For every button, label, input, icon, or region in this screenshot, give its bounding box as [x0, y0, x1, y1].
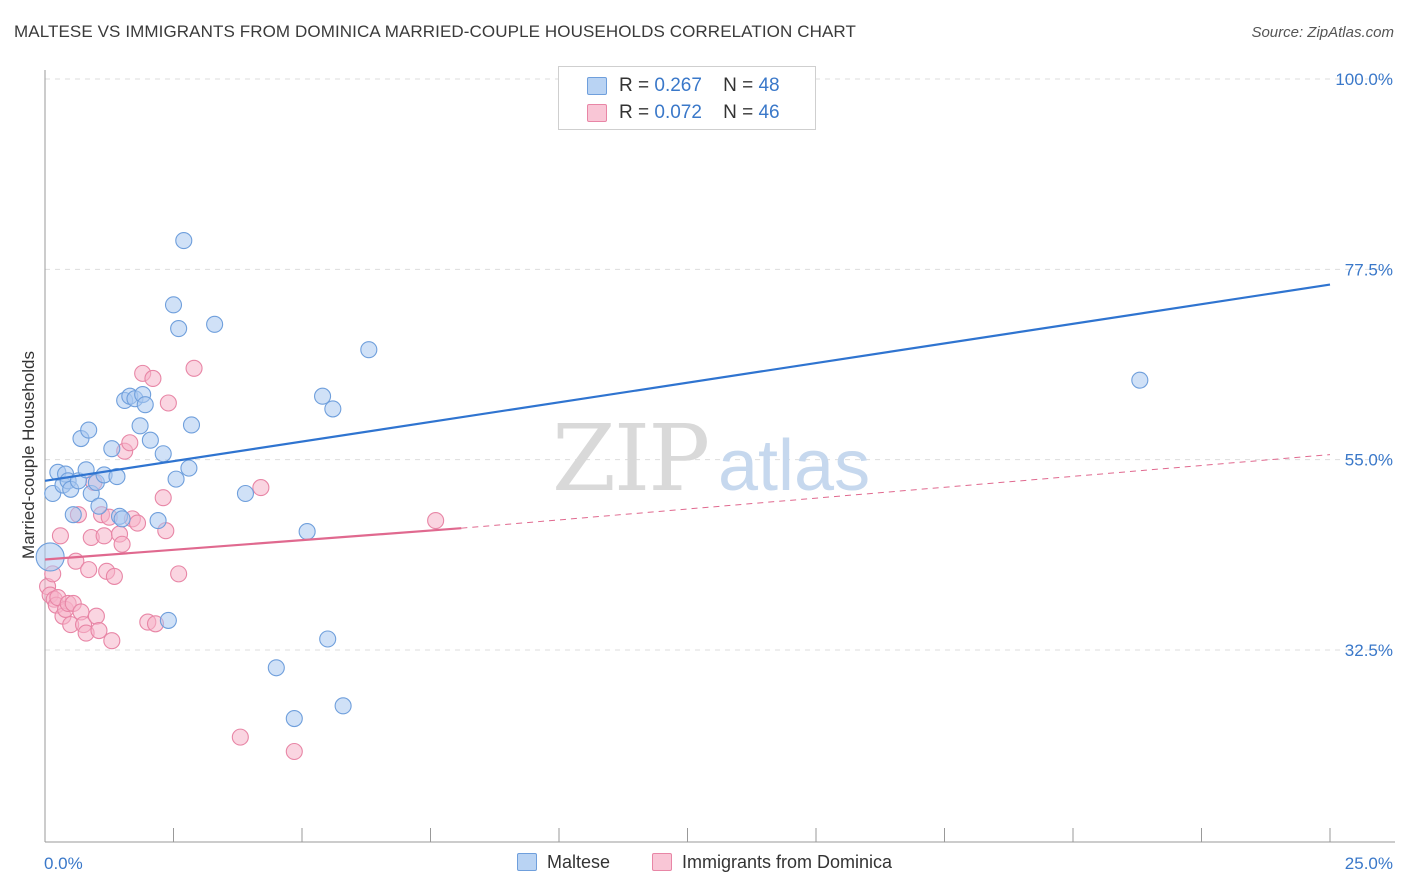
bottom-legend-swatch-dominica	[652, 853, 672, 871]
maltese-point	[35, 542, 65, 572]
maltese-point	[285, 709, 303, 728]
legend-n-label: N =	[723, 75, 754, 96]
dominica-point	[51, 527, 69, 545]
y-tick-label: 77.5%	[1345, 260, 1393, 279]
maltese-point	[170, 319, 188, 338]
maltese-point	[319, 630, 337, 648]
maltese-point	[314, 387, 332, 405]
y-axis-label: Married-couple Households	[19, 351, 38, 559]
maltese-point	[182, 416, 201, 434]
bottom-legend-label-maltese: Maltese	[547, 852, 611, 872]
maltese-point	[90, 497, 108, 515]
dominica-point	[285, 742, 303, 761]
maltese-point	[360, 341, 378, 359]
legend-r-value-dominica: 0.072	[654, 102, 702, 123]
dominica-point	[90, 621, 108, 640]
watermark-zip: ZIP	[552, 405, 708, 512]
x-tick-label: 0.0%	[44, 854, 83, 873]
legend-r-label: R =	[619, 75, 650, 96]
dominica-point	[128, 514, 147, 532]
watermark: ZIP atlas	[552, 405, 870, 512]
watermark-atlas: atlas	[718, 426, 870, 506]
maltese-point	[80, 421, 98, 439]
dominica-point	[231, 728, 249, 746]
dominica-points	[39, 359, 445, 761]
dominica-point	[427, 512, 445, 530]
legend-n-value-maltese: 48	[758, 75, 780, 96]
y-tick-label: 100.0%	[1335, 70, 1393, 89]
maltese-point	[334, 697, 352, 715]
y-tick-label: 32.5%	[1345, 641, 1393, 660]
x-tick-label: 25.0%	[1345, 854, 1393, 873]
y-tick-label: 55.0%	[1345, 451, 1393, 470]
dominica-point	[159, 394, 177, 412]
maltese-point	[136, 396, 154, 414]
legend: R = 0.267 N = 48 R = 0.072 N = 46	[558, 66, 816, 130]
source-label: Source: ZipAtlas.com	[1251, 24, 1394, 41]
maltese-point	[1131, 371, 1149, 389]
dominica-point	[113, 535, 131, 553]
maltese-point	[267, 659, 285, 677]
maltese-point	[167, 470, 185, 488]
legend-r-value-maltese: 0.267	[654, 75, 702, 96]
axes	[44, 70, 1395, 843]
trend-lines	[44, 283, 1331, 561]
dominica-point	[95, 527, 113, 545]
maltese-point	[149, 512, 167, 530]
dominica-point	[103, 632, 121, 650]
maltese-point	[236, 484, 255, 503]
legend-swatch-dominica	[587, 104, 607, 122]
maltese-point	[113, 510, 131, 528]
chart-title: MALTESE VS IMMIGRANTS FROM DOMINICA MARR…	[14, 22, 856, 41]
dominica-trend-line	[44, 527, 462, 561]
maltese-point	[298, 523, 316, 541]
maltese-trend-line	[44, 283, 1331, 482]
dominica-point	[144, 369, 162, 388]
dominica-point	[87, 607, 105, 625]
maltese-point	[324, 400, 342, 418]
maltese-point	[103, 440, 121, 458]
bottom-legend-label-dominica: Immigrants from Dominica	[682, 852, 893, 872]
maltese-point	[154, 445, 172, 463]
maltese-point	[180, 459, 198, 477]
dominica-trend-extension	[461, 454, 1331, 529]
maltese-points	[35, 67, 1149, 728]
dominica-point	[185, 359, 203, 377]
maltese-point	[108, 468, 126, 486]
bottom-legend-maltese: Maltese	[517, 852, 610, 873]
maltese-point	[164, 296, 183, 314]
dominica-point	[154, 489, 172, 507]
dominica-point	[170, 565, 188, 583]
maltese-point	[175, 232, 193, 250]
dominica-point	[105, 567, 123, 585]
grid-lines	[45, 78, 1395, 651]
bottom-legend-dominica: Immigrants from Dominica	[652, 852, 892, 873]
maltese-point	[159, 611, 177, 629]
tick-labels: 32.5% 55.0% 77.5% 100.0% 0.0% 25.0%	[44, 70, 1393, 873]
legend-n-value-dominica: 46	[758, 102, 780, 123]
maltese-point	[206, 315, 224, 333]
legend-r-label: R =	[619, 102, 650, 123]
legend-n-label: N =	[723, 102, 754, 123]
maltese-point	[131, 417, 149, 435]
bottom-legend-swatch-maltese	[517, 853, 537, 871]
dominica-point	[80, 561, 98, 579]
maltese-point	[141, 431, 159, 449]
maltese-point	[64, 506, 82, 524]
dominica-point	[121, 434, 139, 452]
dominica-point	[252, 479, 270, 497]
legend-swatch-maltese	[587, 77, 607, 95]
